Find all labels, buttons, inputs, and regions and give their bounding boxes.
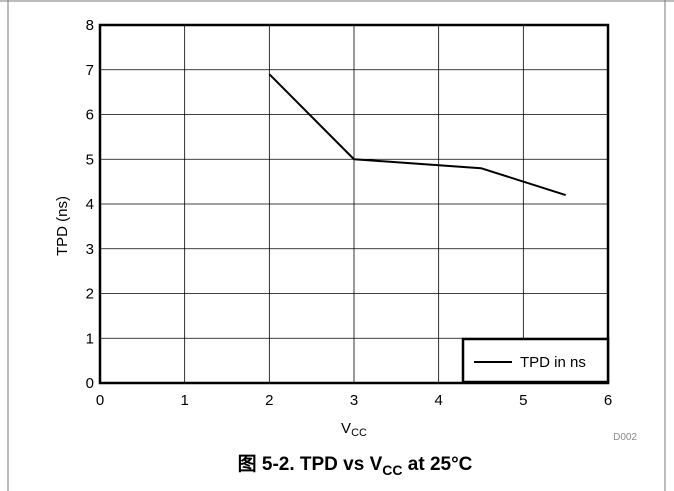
y-axis-ticks: 0 1 2 3 4 5 6 7 8 [86, 17, 94, 392]
legend-label: TPD in ns [520, 354, 586, 371]
x-tick-label: 3 [350, 392, 358, 409]
y-tick-label: 6 [86, 107, 94, 124]
y-tick-label: 8 [86, 17, 94, 34]
y-tick-label: 7 [86, 62, 94, 79]
figure-caption: 图 5-2. TPD vs VCC at 25°C [238, 453, 473, 478]
figure-caption-subscript: CC [382, 462, 402, 478]
legend: TPD in ns [461, 337, 610, 384]
plot-grid [100, 25, 608, 383]
plot-series [268, 73, 566, 197]
x-axis-label: VCC [341, 420, 367, 439]
y-tick-label: 5 [86, 151, 94, 168]
plot-frame [98, 23, 610, 385]
x-tick-label: 5 [519, 392, 527, 409]
series-line [268, 73, 566, 197]
figure-id: D002 [613, 432, 637, 443]
y-tick-label: 4 [86, 196, 94, 213]
y-tick-label: 3 [86, 241, 94, 258]
x-tick-label: 6 [604, 392, 612, 409]
x-tick-label: 4 [434, 392, 442, 409]
y-tick-label: 1 [86, 330, 94, 347]
x-axis-label-subscript: CC [351, 427, 367, 439]
y-tick-label: 2 [86, 286, 94, 303]
x-tick-label: 2 [265, 392, 273, 409]
x-tick-label: 0 [96, 392, 104, 409]
y-axis-label: TPD (ns) [54, 196, 71, 256]
legend-box [461, 337, 610, 384]
x-axis-ticks: 0 1 2 3 4 5 6 [96, 392, 612, 409]
x-tick-label: 1 [180, 392, 188, 409]
y-tick-label: 0 [86, 375, 94, 392]
